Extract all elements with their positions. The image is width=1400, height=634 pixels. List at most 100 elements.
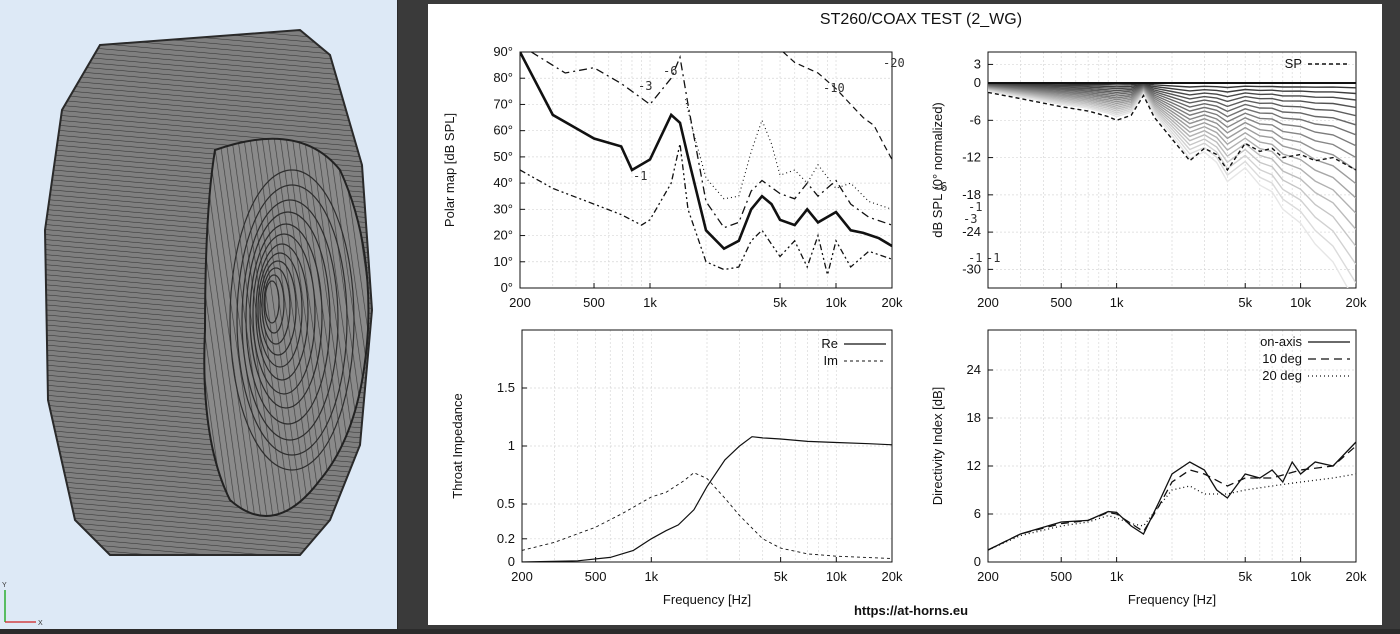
y-tick-label: 40°	[493, 175, 513, 190]
y-axis-label: Polar map [dB SPL]	[442, 113, 457, 227]
x-tick-label: 1k	[1110, 295, 1124, 310]
mesh-viewer[interactable]: Y X	[0, 0, 397, 629]
off-axis-curve	[988, 88, 1356, 230]
legend-label: 10 deg	[1262, 351, 1302, 366]
plots-svg: ST260/COAX TEST (2_WG) https://at-horns.…	[442, 11, 1367, 618]
axis-triad: Y X	[2, 582, 43, 627]
x-tick-label: 5k	[774, 569, 788, 584]
y-tick-label: 24	[967, 362, 981, 377]
off-axis-curve	[988, 83, 1356, 101]
y-axis-label: Directivity Index [dB]	[930, 387, 945, 506]
contour-line	[520, 143, 892, 276]
y-tick-label: 90°	[493, 44, 513, 59]
y-tick-label: -12	[962, 150, 981, 165]
contour-label: -1	[968, 251, 982, 265]
polar-map-chart: 200 500 1k 5k 10k 20k 0° 10° 20° 30° 40° 50° 60° 70° 8…	[442, 44, 1000, 310]
y-tick-label: 10°	[493, 254, 513, 269]
y-tick-label: 1	[508, 438, 515, 453]
x-axis-label: Frequency [Hz]	[1128, 592, 1216, 607]
x-tick-label: 20k	[1346, 569, 1367, 584]
y-tick-label: -6	[969, 112, 981, 127]
plot-frame	[987, 329, 1357, 563]
site-url[interactable]: https://at-horns.eu	[854, 603, 968, 618]
impedance-re-curve	[522, 436, 892, 562]
off-axis-curve	[988, 87, 1356, 185]
x-tick-label: 10k	[1290, 569, 1311, 584]
off-axis-curve	[988, 84, 1356, 109]
y-tick-label: 50°	[493, 149, 513, 164]
y-tick-label: 0.2	[497, 531, 515, 546]
x-tick-label: 10k	[826, 569, 847, 584]
x-tick-label: 1k	[643, 295, 657, 310]
off-axis-curve	[988, 88, 1356, 214]
legend-label: on-axis	[1260, 334, 1302, 349]
throat-impedance-chart: 200 500 1k 5k 10k 20k 0 0.2 0.5 1 1.5 Throat Impeda…	[450, 329, 903, 607]
off-axis-curve	[988, 82, 1356, 89]
off-axis-curve	[988, 84, 1356, 117]
contour-label: -6	[933, 180, 947, 194]
y-tick-label: -24	[962, 224, 981, 239]
x-tick-label: 5k	[773, 295, 787, 310]
x-tick-label: 500	[583, 295, 605, 310]
y-tick-label: 80°	[493, 70, 513, 85]
off-axis-curve	[988, 87, 1356, 171]
off-axis-curve	[988, 83, 1356, 95]
off-axis-curve	[988, 85, 1356, 126]
x-tick-label: 20k	[1346, 295, 1367, 310]
y-tick-label: -30	[962, 261, 981, 276]
directivity-index-chart: 200 500 1k 5k 10k 20k 0 6 12 18 24 Directivity Inde…	[930, 329, 1367, 607]
off-axis-curve	[988, 86, 1356, 147]
x-axis-label: Frequency [Hz]	[663, 592, 751, 607]
di-curve	[988, 445, 1356, 551]
y-tick-label: 60°	[493, 123, 513, 138]
x-tick-label: 500	[1050, 569, 1072, 584]
contour-label: -1	[986, 251, 1000, 265]
x-tick-label: 200	[511, 569, 533, 584]
legend-label: Re	[821, 336, 838, 351]
y-tick-label: 3	[974, 56, 981, 71]
axis-y-label: Y	[2, 582, 7, 589]
y-tick-label: 30°	[493, 201, 513, 216]
impedance-im-curve	[522, 472, 892, 559]
x-tick-label: 5k	[1238, 569, 1252, 584]
x-tick-label: 1k	[1110, 569, 1124, 584]
legend-label: SP	[1285, 56, 1302, 71]
contour-label: -6	[663, 64, 677, 78]
y-tick-label: 0	[974, 75, 981, 90]
x-tick-label: 1k	[644, 569, 658, 584]
y-tick-label: 12	[967, 458, 981, 473]
y-tick-label: 0	[508, 554, 515, 569]
contour-line	[520, 52, 892, 251]
legend-label: Im	[824, 353, 838, 368]
x-tick-label: 500	[1050, 295, 1072, 310]
off-axis-curve	[988, 90, 1356, 284]
contour-label: -20	[883, 56, 905, 70]
x-tick-label: 200	[977, 295, 999, 310]
contour-label: -3	[963, 212, 977, 226]
contour-label: -3	[638, 79, 652, 93]
y-axis-label: dB SPL (0° normalized)	[930, 102, 945, 238]
plot-title: ST260/COAX TEST (2_WG)	[820, 11, 1022, 28]
series-layer	[522, 436, 892, 562]
x-tick-label: 20k	[882, 295, 903, 310]
y-tick-label: 70°	[493, 96, 513, 111]
normalized-spl-chart: 200 500 1k 5k 10k 20k 3 0 -6 -12 -18 -24 -30 dB SPL (…	[930, 51, 1367, 310]
x-tick-label: 500	[585, 569, 607, 584]
grid	[519, 51, 893, 289]
sp-curve	[988, 91, 1356, 172]
off-axis-curve	[988, 85, 1356, 136]
x-tick-label: 10k	[1290, 295, 1311, 310]
y-tick-label: 0°	[501, 280, 513, 295]
y-tick-label: 6	[974, 506, 981, 521]
y-tick-label: -18	[962, 187, 981, 202]
x-tick-label: 5k	[1238, 295, 1252, 310]
contour-label: -1	[968, 200, 982, 214]
y-axis-label: Throat Impedance	[450, 393, 465, 499]
contour-line	[530, 52, 892, 229]
di-curve	[988, 473, 1356, 551]
off-axis-curve	[988, 86, 1356, 159]
off-axis-curve	[988, 87, 1356, 199]
x-tick-label: 200	[509, 295, 531, 310]
legend-label: 20 deg	[1262, 368, 1302, 383]
x-tick-label: 10k	[826, 295, 847, 310]
